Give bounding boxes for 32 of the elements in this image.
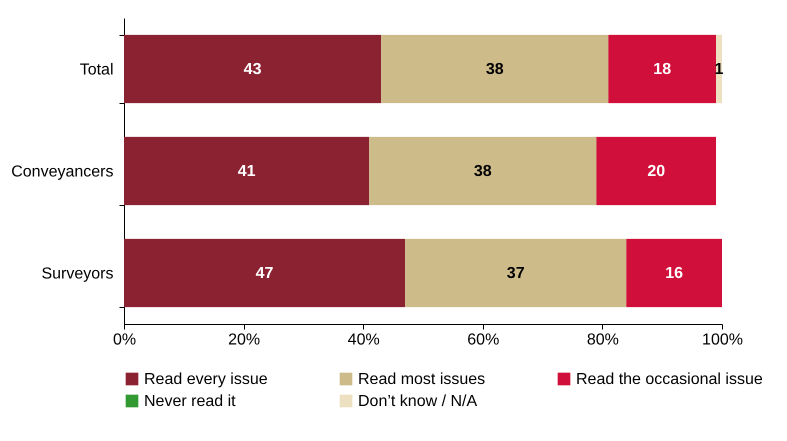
bar [608, 34, 716, 104]
bar [626, 238, 722, 308]
bar [381, 34, 608, 104]
data-label: 37 [506, 265, 525, 282]
x-tick-label: 60% [467, 332, 500, 348]
x-tick-label: 80% [586, 332, 619, 348]
data-label: 20 [647, 163, 666, 180]
bar [369, 136, 596, 206]
bar [124, 136, 370, 206]
data-label: 38 [486, 61, 504, 78]
data-label: 41 [238, 163, 256, 180]
data-label: 38 [474, 163, 492, 180]
x-tick-label: 40% [348, 332, 380, 348]
x-tick-label: 100% [702, 332, 743, 348]
x-tick-label: 20% [228, 332, 260, 348]
data-label: 16 [665, 265, 684, 282]
legend-label: Read most issues [358, 371, 486, 388]
bar [124, 238, 406, 308]
data-label: 47 [256, 265, 274, 282]
data-label: 18 [653, 61, 672, 78]
bar [596, 136, 716, 206]
data-label: 43 [244, 61, 262, 78]
legend-label: Never read it [144, 393, 236, 410]
bar [124, 34, 382, 104]
legend-label: Don’t know / N/A [358, 393, 478, 410]
legend-label: Read the occasional issue [576, 371, 763, 388]
y-tick-label: Surveyors [41, 266, 114, 282]
y-tick-label: Conveyancers [11, 164, 114, 180]
x-tick-label: 0% [112, 332, 136, 348]
legend-label: Read every issue [144, 371, 268, 388]
y-tick-label: Total [80, 62, 114, 78]
bar [405, 238, 626, 308]
